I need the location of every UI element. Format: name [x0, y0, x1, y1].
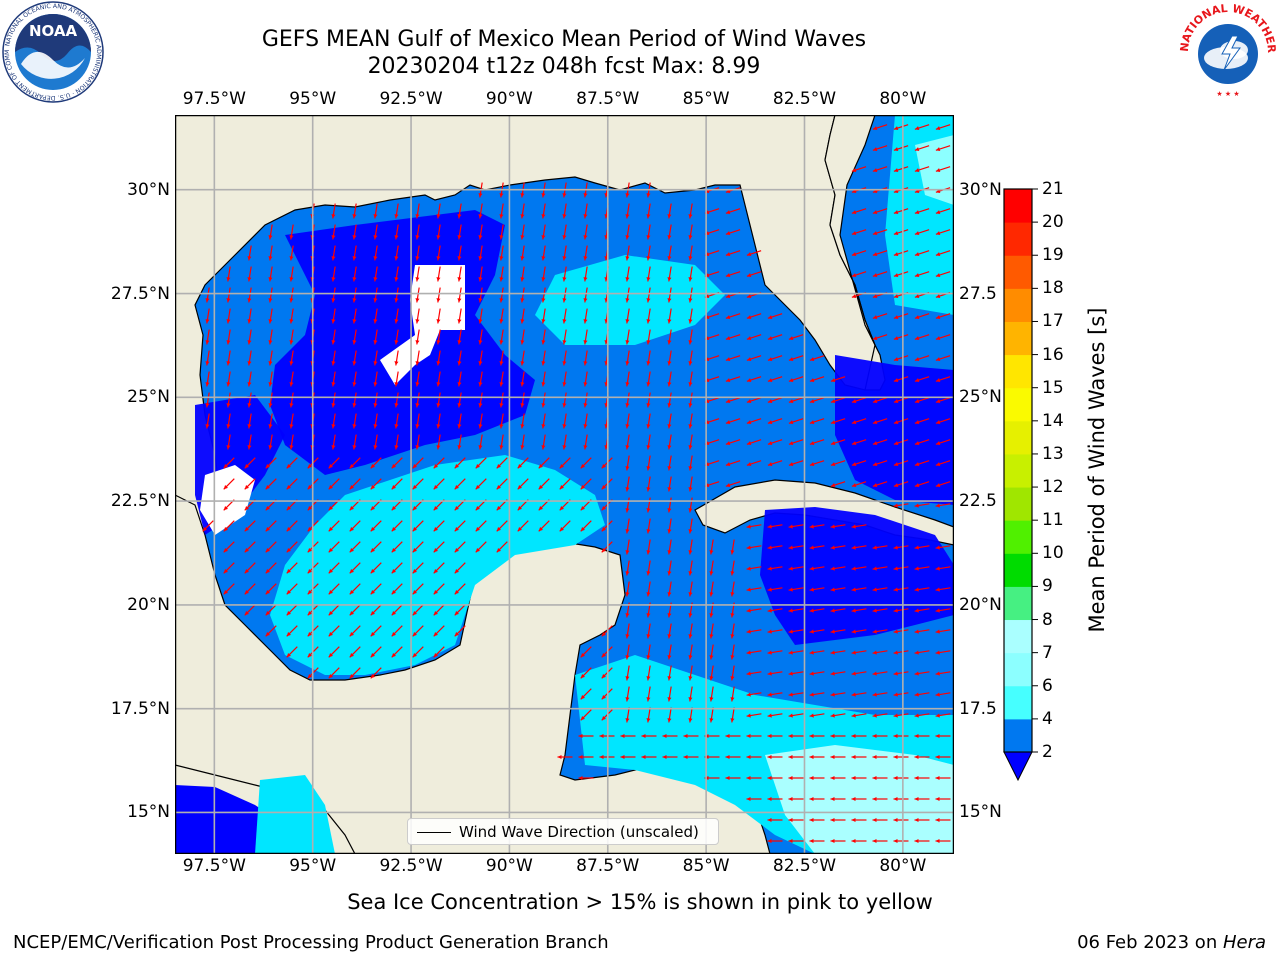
- colorbar-bin: [1004, 718, 1032, 753]
- colorbar-tick-label: 9: [1042, 576, 1053, 597]
- map-title: GEFS MEAN Gulf of Mexico Mean Period of …: [0, 26, 1128, 80]
- colorbar-extend-min: [1003, 751, 1033, 782]
- wave-field-dark: [270, 210, 535, 475]
- map-legend: Wind Wave Direction (unscaled): [407, 818, 719, 845]
- colorbar-bin: [1004, 619, 1032, 654]
- colorbar-tick-label: 16: [1042, 344, 1064, 365]
- bottom-lon-tick: 87.5°W: [576, 856, 640, 876]
- no-data-region: [380, 265, 465, 385]
- left-lat-tick: 20°N: [127, 594, 170, 615]
- footer-date-text: 06 Feb 2023 on: [1077, 932, 1223, 953]
- left-lat-tick: 22.5°N: [110, 491, 170, 512]
- top-lon-tick: 92.5°W: [379, 89, 443, 109]
- colorbar-bin: [1004, 387, 1032, 422]
- legend-label: Wind Wave Direction (unscaled): [459, 823, 699, 841]
- bottom-lon-tick: 80°W: [879, 856, 927, 876]
- footer-host: Hera: [1222, 932, 1266, 953]
- colorbar-bin: [1004, 520, 1032, 554]
- top-lon-tick: 87.5°W: [576, 89, 640, 109]
- bottom-lon-tick: 85°W: [682, 856, 730, 876]
- colorbar: [1003, 188, 1038, 782]
- bottom-lon-tick: 92.5°W: [379, 856, 443, 876]
- nws-stars: ★ ★ ★: [1216, 90, 1239, 98]
- colorbar-tick-label: 7: [1042, 642, 1053, 663]
- colorbar-tick-label: 13: [1042, 443, 1064, 464]
- colorbar-tick-label: 4: [1042, 708, 1053, 729]
- gulf-of-mexico-map: [175, 115, 954, 854]
- wind-wave-direction-arrows: [202, 124, 951, 844]
- colorbar-bin: [1004, 553, 1032, 587]
- colorbar-tick-label: 11: [1042, 510, 1064, 531]
- title-line-2: 20230204 t12z 048h fcst Max: 8.99: [367, 54, 761, 79]
- noaa-text: NOAA: [29, 22, 78, 40]
- colorbar-tick-label: 19: [1042, 245, 1064, 266]
- map-frame: [175, 115, 954, 854]
- colorbar-bin: [1004, 652, 1032, 687]
- colorbar-tick-label: 6: [1042, 675, 1053, 696]
- left-lat-tick: 17.5°N: [110, 698, 170, 719]
- wave-field-dark-4: [835, 355, 954, 505]
- colorbar-bin: [1004, 420, 1032, 455]
- legend-line-sample: [417, 832, 451, 833]
- noaa-logo: NATIONAL OCEANIC AND ATMOSPHERIC ADMINIS…: [1, 0, 104, 103]
- right-lat-tick: 17.5: [959, 698, 997, 719]
- top-lon-tick: 85°W: [682, 89, 730, 109]
- colorbar-tick-label: 21: [1042, 179, 1064, 199]
- colorbar-bin: [1004, 321, 1032, 356]
- colorbar-tick-label: 14: [1042, 410, 1064, 431]
- bottom-lon-tick: 90°W: [485, 856, 533, 876]
- colorbar-tick-label: 15: [1042, 377, 1064, 398]
- wave-field-cyan-2: [535, 255, 725, 345]
- title-line-1: GEFS MEAN Gulf of Mexico Mean Period of …: [261, 27, 867, 52]
- colorbar-tick-label: 20: [1042, 212, 1064, 233]
- colorbar-label: Mean Period of Wind Waves [s]: [1085, 307, 1109, 633]
- nws-logo: NATIONAL WEATHER SERVICE ★ ★ ★: [1176, 0, 1278, 102]
- bottom-lon-tick: 95°W: [289, 856, 337, 876]
- colorbar-bin: [1004, 222, 1032, 256]
- colorbar-bin: [1004, 255, 1032, 289]
- colorbar-bin: [1004, 288, 1032, 322]
- right-lat-tick: 15°N: [959, 802, 1002, 823]
- right-lat-tick: 20°N: [959, 594, 1002, 615]
- wave-field-dark-3: [760, 507, 954, 645]
- graticule: [175, 115, 954, 854]
- colorbar-tick-label: 10: [1042, 543, 1064, 564]
- colorbar-bin: [1004, 487, 1032, 521]
- wave-field-lightcyan-2: [915, 135, 954, 205]
- colorbar-frame: [1003, 188, 1033, 753]
- top-lon-tick: 95°W: [289, 89, 337, 109]
- top-lon-tick: 80°W: [879, 89, 927, 109]
- left-lat-tick: 27.5°N: [110, 283, 170, 304]
- wave-field-sw-cyan: [255, 775, 335, 854]
- left-lat-tick: 30°N: [127, 179, 170, 200]
- colorbar-tick-label: 18: [1042, 278, 1064, 299]
- top-lon-tick: 97.5°W: [182, 89, 246, 109]
- left-lat-tick: 15°N: [127, 802, 170, 823]
- sea-ice-note: Sea Ice Concentration > 15% is shown in …: [347, 890, 933, 914]
- top-lon-tick: 90°W: [485, 89, 533, 109]
- colorbar-bin: [1004, 354, 1032, 389]
- footer-date: 06 Feb 2023 on Hera: [1077, 932, 1266, 953]
- bottom-lon-tick: 82.5°W: [772, 856, 837, 876]
- footer-producer: NCEP/EMC/Verification Post Processing Pr…: [13, 932, 609, 953]
- colorbar-bin: [1004, 453, 1032, 488]
- colorbar-bin: [1004, 586, 1032, 621]
- colorbar-bin: [1004, 189, 1032, 223]
- wave-field-cyan-1: [270, 455, 605, 675]
- colorbar-bin: [1004, 685, 1032, 720]
- colorbar-tick-label: 8: [1042, 609, 1053, 630]
- top-lon-tick: 82.5°W: [772, 89, 837, 109]
- right-lat-tick: 30°N: [959, 179, 1002, 200]
- bottom-lon-tick: 97.5°W: [182, 856, 246, 876]
- right-lat-tick: 27.5: [959, 283, 997, 304]
- colorbar-tick-label: 17: [1042, 311, 1064, 332]
- right-lat-tick: 22.5: [959, 491, 997, 512]
- left-lat-tick: 25°N: [127, 387, 170, 408]
- right-lat-tick: 25°N: [959, 387, 1002, 408]
- colorbar-tick-label: 2: [1042, 742, 1053, 762]
- colorbar-tick-label: 12: [1042, 477, 1064, 498]
